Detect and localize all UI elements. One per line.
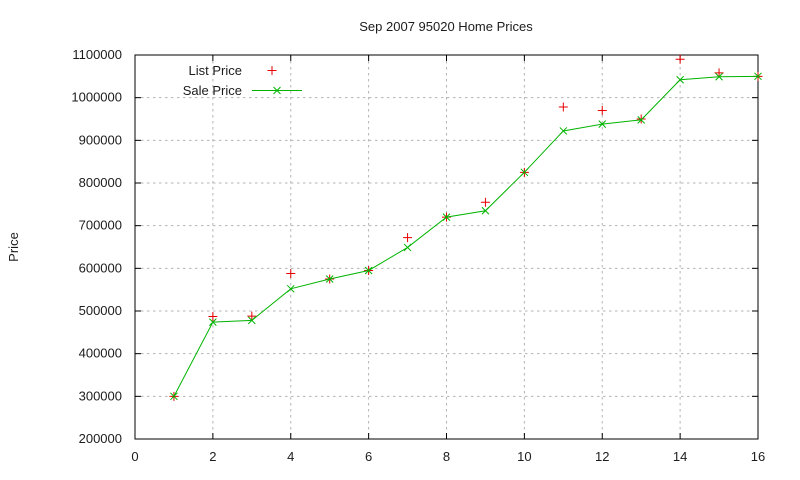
plus-marker (636, 114, 646, 124)
y-tick-label: 500000 (79, 303, 122, 318)
x-marker (598, 120, 607, 128)
x-marker (481, 206, 490, 215)
x-marker (247, 316, 256, 325)
x-tick-label: 6 (365, 449, 372, 464)
x-marker (364, 266, 373, 275)
y-tick-label: 700000 (79, 218, 122, 233)
y-tick-label: 900000 (79, 132, 122, 147)
legend-label-sale-price: Sale Price (183, 83, 242, 98)
gridlines (135, 55, 758, 439)
y-tick-label: 400000 (79, 346, 122, 361)
x-marker (559, 127, 568, 135)
chart-title: Sep 2007 95020 Home Prices (359, 19, 533, 34)
plus-marker (714, 68, 724, 78)
legend-label-list-price: List Price (189, 63, 242, 78)
legend-marker-list-price (267, 66, 277, 75)
plus-marker (247, 311, 257, 321)
x-marker (637, 115, 646, 124)
x-tick-label: 4 (287, 449, 294, 464)
x-tick-label: 14 (673, 449, 687, 464)
plus-marker (267, 66, 277, 75)
y-tick-label: 600000 (79, 260, 122, 275)
tick-labels: 0 2 4 6 8 10 12 14 16 200000 300000 400000 500000 600… (71, 47, 765, 464)
x-marker (520, 168, 529, 177)
legend-markers (252, 66, 302, 95)
legend-marker-sale-price (252, 86, 302, 95)
plus-marker (286, 268, 296, 278)
y-axis-label: Price (6, 232, 21, 262)
x-marker (442, 213, 451, 221)
plus-marker (480, 197, 490, 207)
y-tick-label: 1000000 (71, 90, 122, 105)
x-marker (676, 75, 684, 84)
series-list-price (169, 54, 763, 401)
series-sale-price (170, 72, 762, 401)
x-tick-label: 8 (443, 449, 450, 464)
plot-border (134, 54, 759, 440)
x-tick-label: 12 (595, 449, 609, 464)
x-tick-label: 16 (751, 449, 765, 464)
x-marker (209, 318, 217, 326)
y-tick-label: 1100000 (72, 47, 122, 62)
plus-marker (208, 312, 218, 322)
plus-marker (558, 102, 568, 112)
x-marker (403, 243, 412, 252)
x-marker (273, 86, 281, 95)
y-tick-label: 300000 (79, 388, 122, 403)
x-tick-label: 0 (131, 449, 138, 464)
y-tick-label: 800000 (79, 175, 122, 190)
plus-marker (597, 105, 607, 115)
x-marker (170, 392, 178, 401)
x-tick-label: 2 (209, 449, 216, 464)
x-tick-label: 10 (517, 449, 531, 464)
legend: List Price Sale Price (183, 63, 302, 98)
plus-marker (403, 233, 413, 243)
x-marker (754, 72, 762, 81)
x-marker (715, 72, 723, 81)
series-line (173, 75, 759, 397)
x-marker (286, 284, 295, 293)
y-tick-label: 200000 (79, 431, 122, 446)
plot-area: 0 2 4 6 8 10 12 14 16 200000 300000 400000 500000 600… (71, 47, 765, 464)
plus-marker (675, 54, 685, 64)
x-marker (325, 275, 334, 283)
